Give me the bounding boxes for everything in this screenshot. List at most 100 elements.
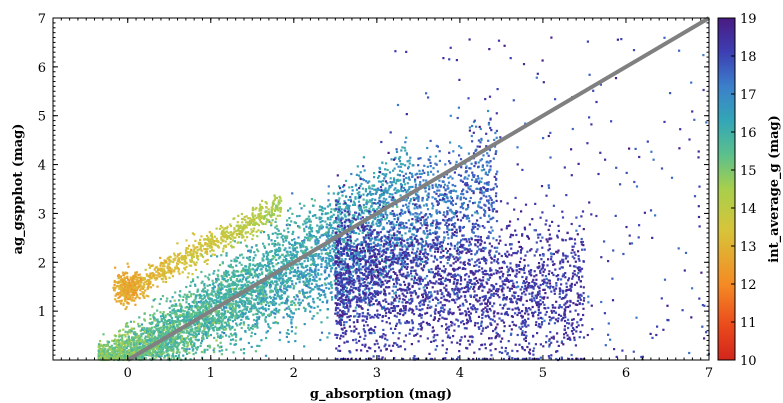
data-point [320,227,323,230]
data-point [440,193,443,196]
data-point [254,323,257,326]
data-point [295,250,298,253]
data-point [257,310,260,313]
data-point [477,139,480,142]
data-point [362,179,366,182]
data-point [207,304,211,307]
data-point [411,202,415,206]
data-point [467,152,470,155]
data-point [184,322,187,325]
data-point [419,249,422,252]
data-point [250,246,253,249]
data-point [254,325,257,328]
data-point [182,315,185,318]
data-point [308,235,311,238]
data-point [384,187,387,190]
data-point [138,346,141,349]
data-point [223,332,226,335]
data-point [458,257,461,260]
data-point [108,352,111,355]
data-point [149,348,152,351]
data-point [254,306,257,309]
data-point [308,231,311,234]
data-point [194,305,197,308]
data-point [285,332,288,335]
data-point [285,313,289,316]
data-point [265,331,268,334]
data-point [188,351,191,354]
data-point [140,334,143,337]
data-point [129,343,132,346]
data-point [349,249,352,252]
data-point [205,291,208,294]
data-point [376,187,380,190]
data-point [188,307,191,310]
data-point [318,284,321,288]
data-point [487,154,490,157]
data-point [285,302,288,305]
data-point [406,189,409,192]
data-point [314,265,318,268]
data-point [289,285,292,288]
data-point [376,232,379,235]
data-point [218,350,221,353]
data-point [141,344,144,347]
data-point [218,295,221,298]
data-point [356,217,360,220]
data-point [363,206,366,209]
data-point [438,235,441,238]
data-point [307,215,310,218]
data-point [149,358,152,361]
data-point [313,214,316,217]
data-point [444,163,447,166]
data-point [489,126,492,129]
data-point [190,307,193,310]
data-point [367,193,370,196]
data-point [230,302,233,305]
data-point [429,170,433,173]
data-point [180,306,183,309]
data-point [218,328,221,331]
data-point [126,356,129,359]
data-point [201,330,204,333]
data-point [357,197,360,200]
data-point [205,331,208,334]
data-point [302,223,305,226]
data-point [395,163,398,166]
data-point [149,327,152,330]
data-point [279,271,282,274]
data-point [285,281,288,284]
data-point [272,242,275,245]
data-point [170,357,173,361]
data-point [296,269,299,272]
data-point [316,312,319,315]
data-point [327,228,330,231]
data-point [456,197,459,200]
data-point [365,203,368,206]
data-point [495,220,499,223]
data-point [411,224,414,227]
data-point [250,335,253,338]
data-point [140,335,143,338]
data-point [204,331,207,334]
data-point [256,267,259,270]
data-point [147,342,150,345]
data-point [373,210,376,213]
data-point [271,242,274,245]
data-point [429,161,432,164]
data-point [419,181,422,184]
data-point [385,189,388,192]
data-point [308,211,312,214]
data-point [350,282,353,285]
data-point [271,280,274,283]
data-point [377,221,381,224]
data-point [189,313,192,317]
data-point [277,295,281,298]
data-point [334,248,337,251]
data-point [204,315,207,318]
data-point [426,297,430,300]
data-point [275,281,278,284]
data-point [213,336,216,339]
data-point [354,257,357,260]
data-point [483,168,486,171]
